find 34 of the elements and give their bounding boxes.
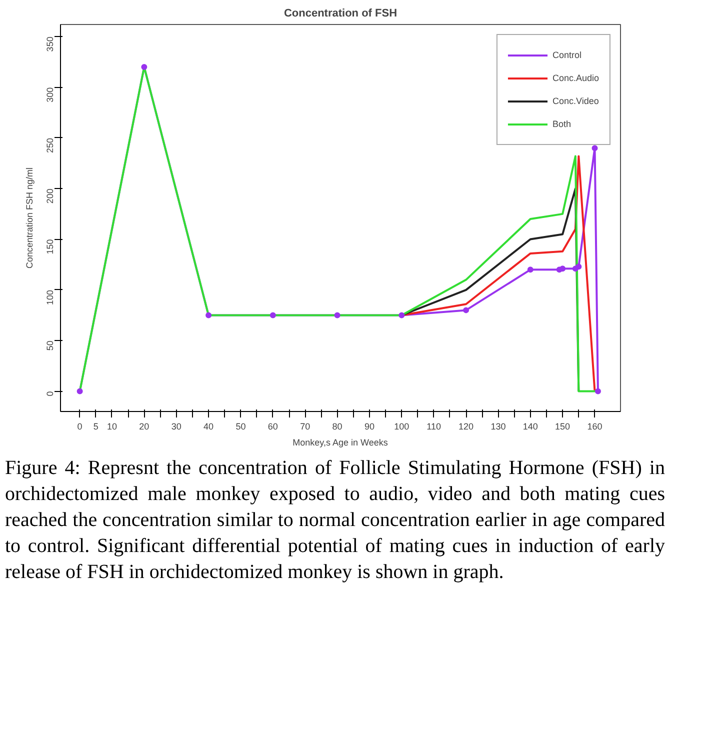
x-tick-label: 10	[106, 422, 118, 432]
x-tick-label: 70	[300, 422, 310, 432]
x-tick-label: 5	[93, 422, 98, 432]
y-tick-label: 350	[45, 36, 55, 52]
x-axis-title: Monkey,s Age in Weeks	[292, 438, 388, 448]
x-tick-label: 110	[426, 422, 442, 432]
x-tick-label: 130	[490, 422, 506, 432]
y-tick-label: 150	[45, 239, 55, 254]
x-tick-label: 0	[77, 422, 82, 432]
x-tick-label: 140	[522, 422, 538, 432]
y-tick-label: 250	[45, 138, 55, 153]
x-tick-label: 160	[587, 422, 602, 432]
y-tick-label: 100	[45, 290, 55, 305]
y-axis-title: Concentration FSH ng/ml	[24, 167, 34, 269]
legend-label: Control	[552, 50, 582, 60]
x-tick-label: 40	[204, 422, 214, 432]
y-tick-label: 200	[45, 188, 55, 204]
x-tick-label: 120	[458, 422, 474, 432]
y-tick-label: 0	[45, 391, 55, 396]
y-tick-label: 50	[45, 340, 55, 351]
x-tick-label: 50	[236, 422, 246, 432]
x-tick-label: 30	[171, 422, 182, 432]
legend-label: Conc.Video	[552, 96, 599, 106]
x-tick-label: 60	[268, 422, 278, 432]
legend-label: Both	[552, 119, 572, 129]
x-tick-label: 100	[394, 422, 410, 432]
x-tick-label: 20	[139, 422, 150, 432]
caption: Figure 4: Represnt the concentration of Follicle Stimulating Hormone (FSH) in orchidectomized male monkey exposed to audio, video and both mating cues reached the concentration similar to normal concentration earlier in age compared to control. Significant differential potential of mating cues in induction of early release of FSH in orchidectomized monkey is shown in graph.	[5, 456, 665, 585]
x-tick-label: 150	[555, 422, 570, 432]
chart-title: Concentration of FSH	[284, 8, 398, 20]
legend-label: Conc.Audio	[552, 73, 599, 83]
x-tick-label: 90	[364, 422, 374, 432]
x-tick-label: 80	[332, 422, 342, 432]
y-tick-label: 300	[45, 87, 55, 102]
